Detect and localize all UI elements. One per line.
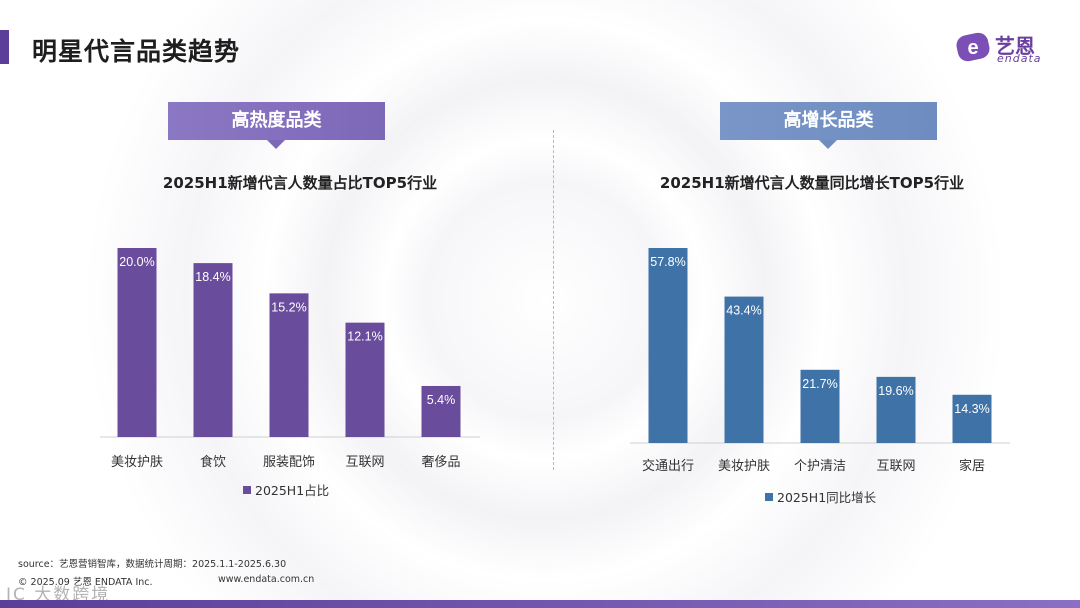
category-tick-label: 交通出行	[642, 458, 694, 474]
svg-text:e: e	[967, 37, 978, 59]
logo-cn-text: 艺恩	[995, 34, 1035, 58]
tag-growth-pointer	[819, 140, 837, 149]
section-divider	[553, 130, 554, 470]
bar-value-label: 43.4%	[726, 304, 761, 318]
bar-growth-4	[876, 376, 916, 443]
legend-label: 2025H1同比增长	[777, 490, 877, 505]
left-chart-title: 2025H1新增代言人数量占比TOP5行业	[162, 174, 438, 192]
logo-en-text: endata	[997, 52, 1042, 65]
bar-growth-2	[724, 296, 764, 443]
right-chart-title: 2025H1新增代言人数量同比增长TOP5行业	[659, 174, 965, 192]
page-title: 明星代言品类趋势	[32, 37, 241, 66]
bar-value-label: 5.4%	[427, 393, 456, 407]
bar-share-3	[269, 293, 309, 437]
bar-value-label: 57.8%	[650, 255, 685, 269]
bar-value-label: 14.3%	[954, 402, 989, 416]
bar-growth-3	[800, 369, 840, 443]
bar-share-2	[193, 263, 233, 437]
bar-value-label: 15.2%	[271, 300, 306, 314]
category-tick-label: 互联网	[876, 459, 915, 474]
bar-growth-1	[648, 248, 688, 443]
bar-value-label: 12.1%	[347, 330, 382, 344]
category-tick-label: 美妆护肤	[111, 455, 163, 470]
category-tick-label: 家居	[959, 458, 985, 474]
bar-growth-5	[952, 394, 992, 443]
bar-value-label: 21.7%	[802, 377, 837, 391]
tag-hot-category: 高热度品类	[168, 102, 385, 140]
bar-value-label: 18.4%	[195, 270, 230, 284]
tag-growth-category: 高增长品类	[720, 102, 937, 140]
footer-source: source：艺恩营销智库，数据统计周期：2025.1.1-2025.6.30	[18, 559, 287, 570]
endata-logo-icon: e	[956, 32, 990, 62]
title-accent-bar	[0, 30, 9, 64]
footer-url: www.endata.com.cn	[218, 574, 315, 585]
category-tick-label: 食饮	[200, 454, 226, 470]
bottom-accent-bar	[0, 600, 1080, 608]
endata-logo: e 艺恩 endata	[955, 30, 1055, 66]
legend-swatch	[765, 493, 773, 501]
category-tick-label: 奢侈品	[421, 455, 460, 470]
bar-share-1	[117, 248, 157, 437]
bar-share-4	[345, 322, 385, 437]
category-tick-label: 服装配饰	[263, 455, 315, 470]
bar-value-label: 19.6%	[878, 384, 913, 398]
category-tick-label: 个护清洁	[794, 459, 846, 474]
bar-share-5	[421, 385, 461, 437]
legend-label: 2025H1占比	[255, 483, 329, 498]
bar-value-label: 20.0%	[119, 255, 154, 269]
footer-copyright: © 2025.09 艺恩 ENDATA Inc.	[18, 577, 153, 588]
tag-hot-pointer	[267, 140, 285, 149]
category-tick-label: 互联网	[345, 455, 384, 470]
legend-swatch	[243, 486, 251, 494]
category-tick-label: 美妆护肤	[718, 459, 770, 474]
